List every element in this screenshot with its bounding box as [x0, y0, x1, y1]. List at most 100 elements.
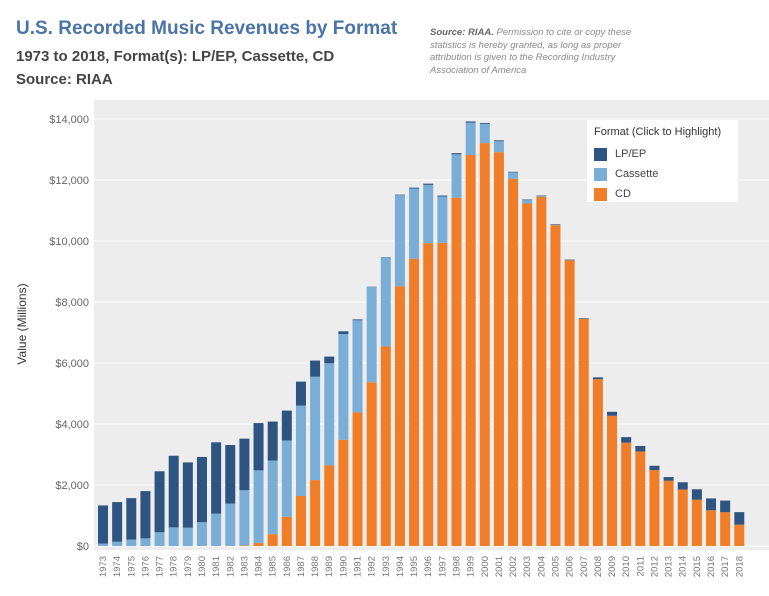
bar-lp-ep-1974[interactable] — [112, 502, 123, 542]
bar-cassette-1982[interactable] — [225, 503, 236, 546]
bar-lp-ep-1973[interactable] — [98, 505, 108, 544]
bar-cd-1990[interactable] — [338, 439, 349, 546]
bar-cassette-1981[interactable] — [211, 513, 222, 546]
bar-lp-ep-1978[interactable] — [168, 455, 179, 528]
bar-lp-ep-1998[interactable] — [451, 153, 462, 155]
bar-lp-ep-2009[interactable] — [607, 411, 618, 416]
bar-lp-ep-1999[interactable] — [465, 121, 476, 123]
bar-cd-1984[interactable] — [253, 542, 264, 546]
bar-lp-ep-2012[interactable] — [649, 465, 660, 471]
bar-lp-ep-2008[interactable] — [592, 377, 603, 380]
bar-lp-ep-1981[interactable] — [211, 442, 222, 514]
bar-cassette-1975[interactable] — [126, 539, 137, 547]
bar-lp-ep-1975[interactable] — [126, 498, 137, 540]
bar-cd-1994[interactable] — [394, 286, 405, 546]
bar-cassette-1989[interactable] — [324, 363, 335, 466]
bar-cd-2005[interactable] — [550, 225, 561, 546]
bar-lp-ep-1990[interactable] — [338, 331, 349, 335]
bar-cd-2004[interactable] — [536, 196, 547, 546]
bar-cd-2009[interactable] — [607, 415, 618, 546]
bar-lp-ep-2006[interactable] — [564, 259, 575, 261]
bar-lp-ep-1976[interactable] — [140, 491, 151, 539]
bar-cd-1983[interactable] — [239, 545, 250, 546]
bar-cd-1986[interactable] — [281, 516, 292, 546]
bar-cassette-1996[interactable] — [423, 184, 434, 244]
bar-cd-2016[interactable] — [706, 510, 717, 546]
bar-cassette-1978[interactable] — [168, 527, 179, 546]
bar-lp-ep-2002[interactable] — [508, 171, 519, 173]
bar-lp-ep-1979[interactable] — [182, 462, 193, 528]
bar-lp-ep-2001[interactable] — [493, 140, 504, 142]
bar-cassette-1977[interactable] — [154, 532, 165, 546]
bar-cd-2008[interactable] — [592, 379, 603, 546]
bar-cassette-2003[interactable] — [522, 200, 533, 204]
bar-cassette-1987[interactable] — [295, 405, 306, 496]
bar-lp-ep-2015[interactable] — [691, 489, 702, 500]
bar-lp-ep-1988[interactable] — [310, 360, 321, 377]
bar-lp-ep-1989[interactable] — [324, 356, 335, 364]
bar-lp-ep-2017[interactable] — [720, 500, 731, 513]
bar-lp-ep-2011[interactable] — [635, 445, 646, 452]
bar-lp-ep-1991[interactable] — [352, 319, 363, 321]
bar-lp-ep-1977[interactable] — [154, 471, 165, 533]
bar-cassette-2001[interactable] — [493, 141, 504, 153]
bar-cd-1985[interactable] — [267, 534, 278, 546]
bar-lp-ep-2003[interactable] — [522, 199, 533, 201]
bar-lp-ep-2014[interactable] — [677, 482, 688, 490]
bar-cassette-1990[interactable] — [338, 334, 349, 440]
bar-cd-1996[interactable] — [423, 243, 434, 546]
bar-cassette-1980[interactable] — [196, 522, 207, 546]
bar-cassette-1995[interactable] — [409, 188, 420, 259]
bar-lp-ep-2005[interactable] — [550, 224, 561, 225]
bar-lp-ep-1980[interactable] — [196, 456, 207, 523]
bar-cd-2012[interactable] — [649, 470, 660, 546]
bar-cassette-1992[interactable] — [366, 287, 377, 383]
bar-cassette-1988[interactable] — [310, 376, 321, 481]
bar-cassette-1986[interactable] — [281, 440, 292, 517]
bar-cd-2001[interactable] — [493, 152, 504, 546]
bar-cassette-1973[interactable] — [98, 543, 108, 546]
legend-item-lp-ep[interactable]: LP/EP — [594, 144, 731, 164]
bar-cassette-2000[interactable] — [479, 123, 490, 144]
bar-lp-ep-1986[interactable] — [281, 410, 292, 441]
bar-cd-1987[interactable] — [295, 495, 306, 546]
bar-cd-2011[interactable] — [635, 451, 646, 546]
bar-cd-2017[interactable] — [720, 512, 731, 546]
bar-cassette-1979[interactable] — [182, 527, 193, 546]
bar-cd-2014[interactable] — [677, 489, 688, 546]
bar-cassette-2004[interactable] — [536, 196, 547, 197]
bar-cd-1998[interactable] — [451, 197, 462, 546]
bar-cassette-1976[interactable] — [140, 538, 151, 547]
bar-lp-ep-1985[interactable] — [267, 421, 278, 461]
bar-lp-ep-2010[interactable] — [621, 437, 632, 443]
bar-cd-1991[interactable] — [352, 412, 363, 546]
bar-lp-ep-2013[interactable] — [663, 477, 674, 481]
bar-lp-ep-1994[interactable] — [394, 194, 405, 196]
bar-cd-1997[interactable] — [437, 242, 448, 546]
bar-cd-1988[interactable] — [310, 480, 321, 546]
bar-cassette-1999[interactable] — [465, 122, 476, 155]
bar-cd-1989[interactable] — [324, 465, 335, 546]
bar-cassette-1994[interactable] — [394, 195, 405, 287]
bar-cd-1993[interactable] — [380, 346, 391, 546]
bar-lp-ep-2018[interactable] — [734, 512, 745, 525]
bar-cd-2015[interactable] — [691, 499, 702, 546]
bar-cassette-1983[interactable] — [239, 490, 250, 546]
bar-lp-ep-2016[interactable] — [706, 498, 717, 511]
bar-cd-2013[interactable] — [663, 480, 674, 546]
bar-lp-ep-1995[interactable] — [409, 187, 420, 189]
bar-cd-2018[interactable] — [734, 524, 745, 546]
bar-cd-2002[interactable] — [508, 178, 519, 546]
bar-cd-2006[interactable] — [564, 260, 575, 546]
bar-cassette-1991[interactable] — [352, 320, 363, 413]
bar-cd-2003[interactable] — [522, 203, 533, 547]
bar-cassette-2002[interactable] — [508, 172, 519, 179]
bar-lp-ep-1987[interactable] — [295, 381, 306, 406]
bar-lp-ep-1984[interactable] — [253, 423, 264, 471]
bar-cassette-1993[interactable] — [380, 257, 391, 347]
bar-lp-ep-2007[interactable] — [578, 318, 589, 319]
bar-lp-ep-2000[interactable] — [479, 122, 490, 124]
bar-cd-2010[interactable] — [621, 442, 632, 546]
bar-cassette-1998[interactable] — [451, 154, 462, 198]
bar-lp-ep-1983[interactable] — [239, 438, 250, 491]
